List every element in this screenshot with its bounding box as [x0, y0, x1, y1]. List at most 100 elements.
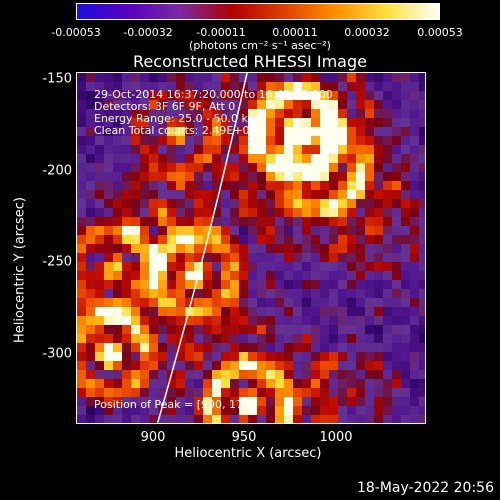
image-pixel [293, 253, 302, 262]
image-pixel [122, 73, 131, 82]
image-pixel [392, 397, 401, 406]
image-pixel [158, 289, 167, 298]
image-pixel [311, 253, 320, 262]
image-pixel [77, 406, 86, 415]
image-pixel [239, 118, 248, 127]
image-pixel [230, 136, 239, 145]
image-pixel [401, 100, 410, 109]
image-pixel [383, 73, 392, 82]
image-pixel [266, 343, 275, 352]
image-pixel [365, 118, 374, 127]
image-pixel [293, 217, 302, 226]
image-pixel [284, 307, 293, 316]
image-pixel [329, 118, 338, 127]
image-pixel [293, 154, 302, 163]
image-pixel [149, 217, 158, 226]
image-pixel [302, 208, 311, 217]
image-pixel [266, 361, 275, 370]
image-pixel [221, 136, 230, 145]
image-pixel [140, 199, 149, 208]
image-pixel [230, 379, 239, 388]
image-pixel [311, 226, 320, 235]
image-pixel [275, 316, 284, 325]
image-pixel [383, 199, 392, 208]
image-pixel [239, 352, 248, 361]
image-pixel [212, 100, 221, 109]
image-pixel [104, 109, 113, 118]
image-pixel [86, 307, 95, 316]
image-pixel [356, 91, 365, 100]
image-pixel [293, 370, 302, 379]
image-pixel [122, 172, 131, 181]
image-pixel [131, 73, 140, 82]
image-pixel [77, 397, 86, 406]
image-pixel [122, 235, 131, 244]
image-pixel [221, 127, 230, 136]
image-pixel [158, 73, 167, 82]
image-pixel [266, 280, 275, 289]
image-pixel [401, 361, 410, 370]
image-pixel [131, 127, 140, 136]
image-pixel [329, 136, 338, 145]
image-pixel [329, 352, 338, 361]
image-pixel [140, 127, 149, 136]
image-pixel [167, 415, 176, 423]
image-pixel [347, 100, 356, 109]
image-pixel [203, 172, 212, 181]
image-pixel [122, 199, 131, 208]
info-total-counts: Clean Total counts: 2.49E+03 [94, 124, 257, 137]
image-pixel [86, 181, 95, 190]
image-pixel [149, 163, 158, 172]
image-pixel [383, 370, 392, 379]
image-pixel [320, 289, 329, 298]
image-pixel [86, 91, 95, 100]
image-pixel [284, 271, 293, 280]
image-pixel [212, 208, 221, 217]
image-pixel [329, 154, 338, 163]
image-pixel [212, 253, 221, 262]
image-pixel [77, 109, 86, 118]
image-pixel [131, 352, 140, 361]
image-pixel [194, 289, 203, 298]
image-pixel [347, 370, 356, 379]
image-pixel [221, 298, 230, 307]
image-pixel [167, 73, 176, 82]
image-pixel [239, 280, 248, 289]
image-pixel [329, 190, 338, 199]
image-pixel [347, 352, 356, 361]
image-pixel [122, 136, 131, 145]
image-pixel [266, 199, 275, 208]
image-pixel [275, 217, 284, 226]
image-pixel [302, 109, 311, 118]
image-pixel [140, 361, 149, 370]
image-pixel [320, 181, 329, 190]
image-pixel [275, 118, 284, 127]
image-pixel [104, 100, 113, 109]
image-pixel [140, 370, 149, 379]
image-pixel [284, 361, 293, 370]
image-pixel [113, 343, 122, 352]
image-pixel [221, 289, 230, 298]
image-pixel [77, 352, 86, 361]
image-pixel [77, 343, 86, 352]
image-pixel [302, 217, 311, 226]
image-pixel [122, 388, 131, 397]
image-pixel [311, 127, 320, 136]
image-pixel [419, 82, 425, 91]
image-pixel [311, 136, 320, 145]
image-pixel [365, 100, 374, 109]
image-pixel [410, 208, 419, 217]
image-pixel [347, 118, 356, 127]
image-pixel [275, 226, 284, 235]
image-pixel [203, 280, 212, 289]
image-pixel [257, 316, 266, 325]
image-pixel [275, 172, 284, 181]
image-pixel [239, 343, 248, 352]
image-pixel [302, 397, 311, 406]
image-pixel [158, 415, 167, 423]
image-pixel [338, 415, 347, 423]
image-pixel [158, 379, 167, 388]
image-pixel [311, 334, 320, 343]
image-pixel [284, 325, 293, 334]
image-pixel [392, 334, 401, 343]
